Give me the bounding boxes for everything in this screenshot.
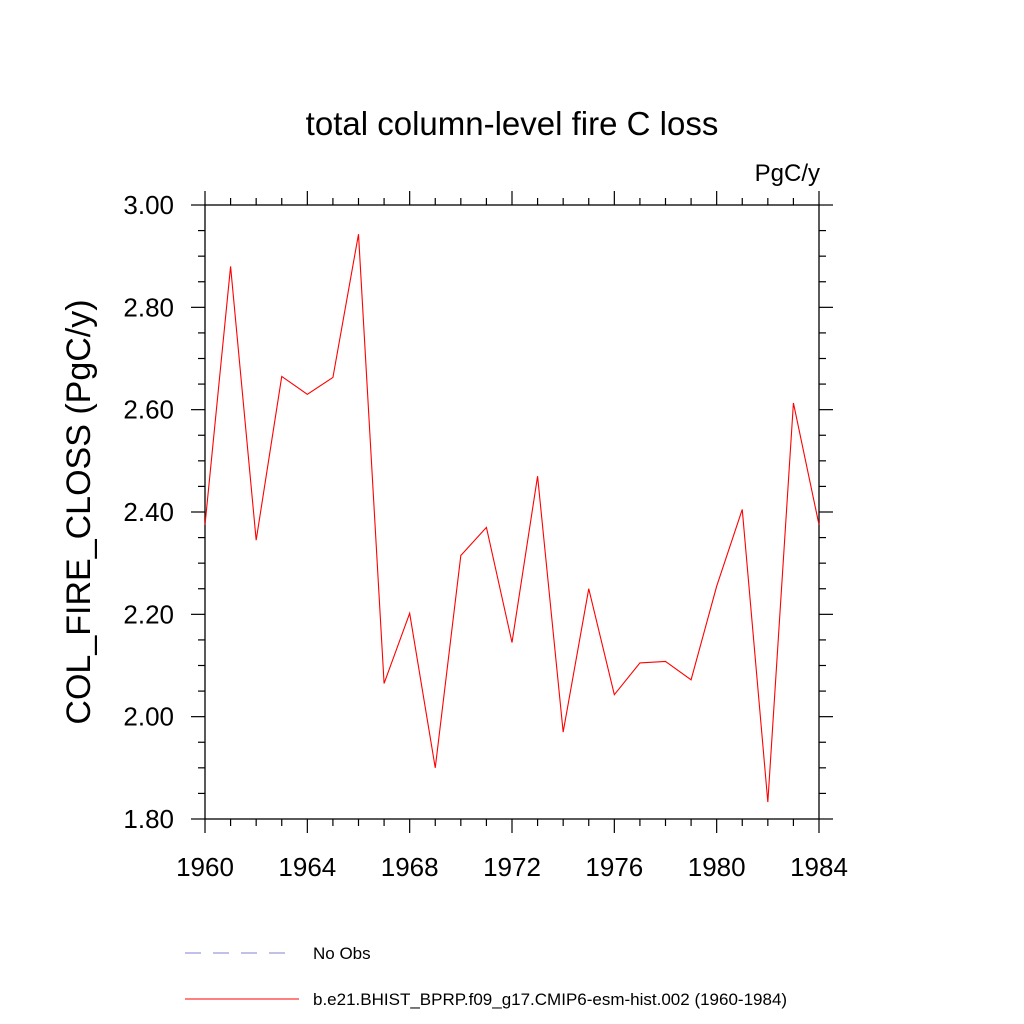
axis-ticks bbox=[191, 191, 833, 833]
y-tick-label: 2.60 bbox=[123, 395, 174, 425]
y-tick-label: 1.80 bbox=[123, 804, 174, 834]
units-label: PgC/y bbox=[755, 160, 820, 187]
chart-title: total column-level fire C loss bbox=[306, 105, 719, 142]
x-tick-label: 1960 bbox=[176, 852, 234, 882]
legend-label-model: b.e21.BHIST_BPRP.f09_g17.CMIP6-esm-hist.… bbox=[313, 990, 787, 1009]
y-tick-label: 2.40 bbox=[123, 497, 174, 527]
x-tick-label: 1972 bbox=[483, 852, 541, 882]
series-group bbox=[204, 234, 820, 803]
x-tick-labels: 1960 1964 1968 1972 1976 1980 1984 bbox=[176, 852, 848, 882]
plot-frame bbox=[204, 204, 820, 820]
y-tick-label: 3.00 bbox=[123, 190, 174, 220]
series-line-0 bbox=[204, 234, 820, 803]
legend-label-no-obs: No Obs bbox=[313, 944, 371, 963]
y-axis-label: COL_FIRE_CLOSS (PgC/y) bbox=[60, 299, 98, 724]
y-tick-label: 2.20 bbox=[123, 599, 174, 629]
x-tick-label: 1980 bbox=[688, 852, 746, 882]
x-tick-label: 1984 bbox=[790, 852, 848, 882]
x-tick-label: 1968 bbox=[381, 852, 439, 882]
legend: No Obs b.e21.BHIST_BPRP.f09_g17.CMIP6-es… bbox=[185, 944, 787, 1009]
y-tick-labels: 1.80 2.00 2.20 2.40 2.60 2.80 3.00 bbox=[123, 190, 174, 834]
x-tick-label: 1976 bbox=[585, 852, 643, 882]
y-tick-label: 2.00 bbox=[123, 702, 174, 732]
y-tick-label: 2.80 bbox=[123, 292, 174, 322]
x-tick-label: 1964 bbox=[278, 852, 336, 882]
